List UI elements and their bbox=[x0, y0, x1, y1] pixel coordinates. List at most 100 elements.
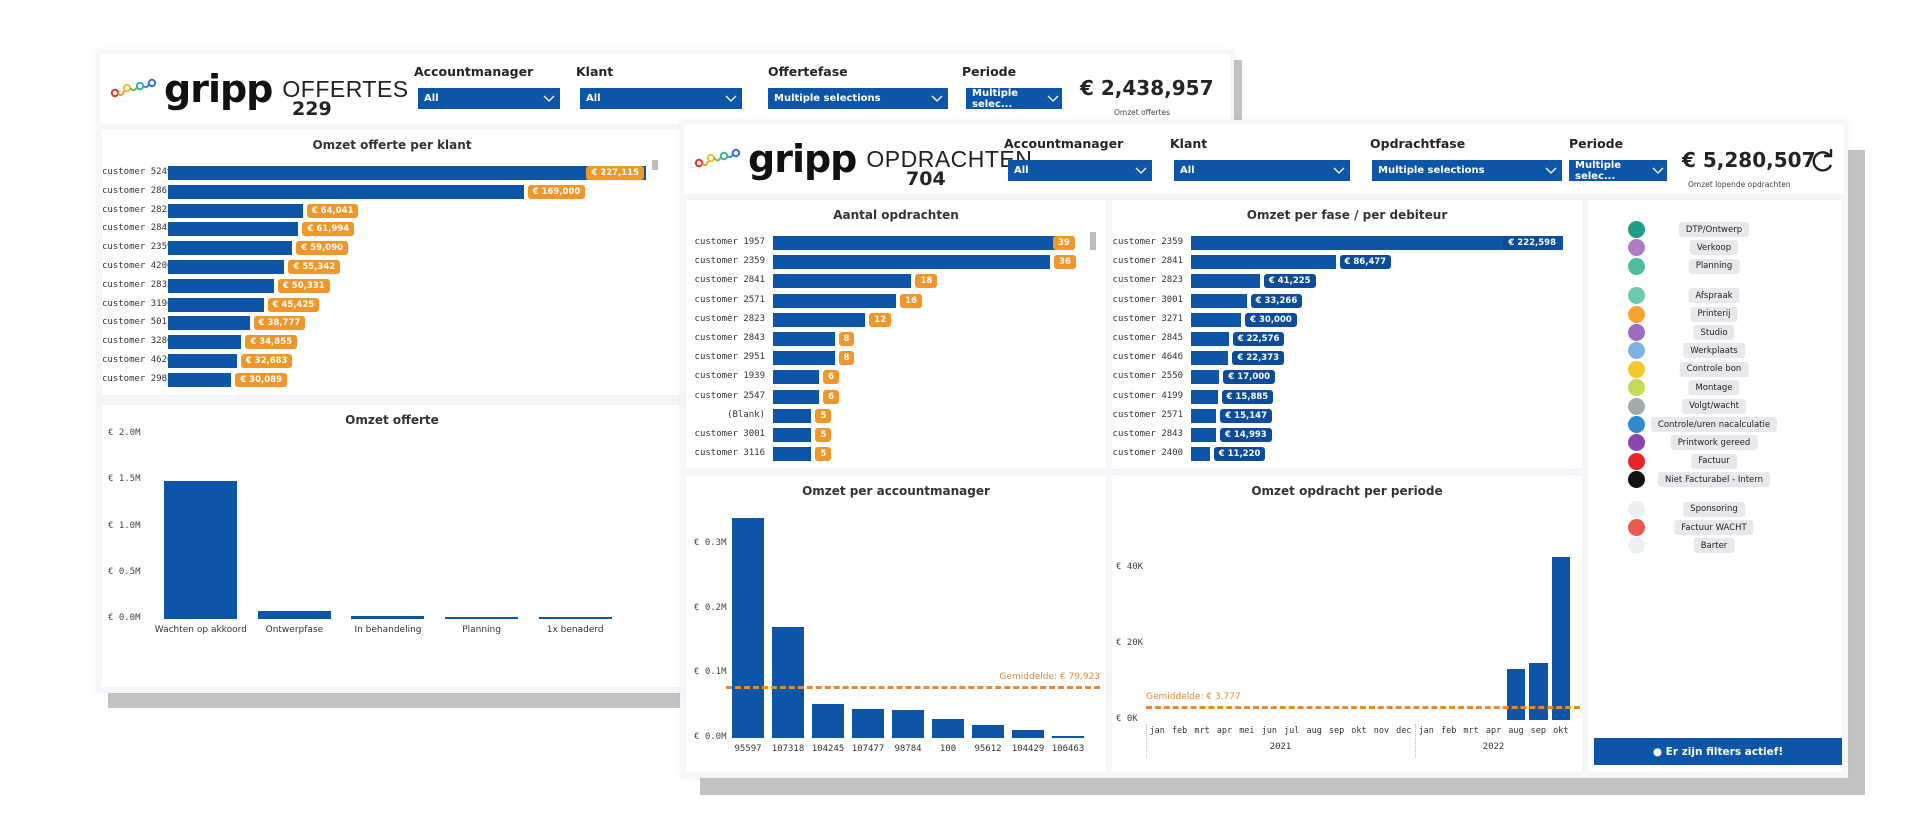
bar[interactable] bbox=[732, 518, 764, 738]
x-tick-label: okt bbox=[1553, 726, 1569, 736]
legend-item[interactable]: DTP/Ontwerp bbox=[1678, 222, 1750, 237]
bar[interactable] bbox=[168, 203, 303, 218]
bar[interactable] bbox=[1052, 736, 1084, 738]
bar[interactable] bbox=[168, 184, 524, 199]
legend-item[interactable]: Barter bbox=[1693, 538, 1735, 554]
bar[interactable] bbox=[168, 166, 646, 180]
bar[interactable] bbox=[168, 335, 242, 350]
periode-dropdown[interactable]: Multiple selec... bbox=[1569, 160, 1667, 182]
data-label: € 45,425 bbox=[267, 297, 320, 312]
legend-color-dot bbox=[1628, 360, 1645, 378]
bar[interactable] bbox=[812, 704, 844, 738]
bar[interactable] bbox=[168, 278, 274, 293]
bar[interactable] bbox=[1191, 447, 1210, 462]
dashboard-title: OFFERTES bbox=[282, 75, 409, 102]
bar[interactable] bbox=[773, 236, 1073, 250]
bar[interactable] bbox=[168, 372, 232, 387]
bar[interactable] bbox=[1191, 236, 1563, 250]
bar[interactable] bbox=[1551, 556, 1570, 720]
legend-item[interactable]: Werkplaats bbox=[1683, 343, 1745, 359]
bar[interactable] bbox=[1191, 408, 1217, 423]
bar[interactable] bbox=[1191, 293, 1247, 308]
bar[interactable] bbox=[1012, 729, 1044, 738]
offertefase-dropdown[interactable]: Multiple selections bbox=[768, 88, 948, 109]
bar[interactable] bbox=[1506, 668, 1526, 720]
x-tick-label: mrt bbox=[1463, 726, 1479, 736]
bar[interactable] bbox=[773, 408, 812, 423]
legend-item[interactable]: Controle bon bbox=[1679, 361, 1749, 377]
x-tick-label: Planning bbox=[462, 625, 501, 635]
opdrachtfase-dropdown[interactable]: Multiple selections bbox=[1372, 160, 1562, 181]
bar[interactable] bbox=[168, 316, 250, 331]
legend-item[interactable]: Factuur WACHT bbox=[1674, 520, 1754, 535]
omzet-per-accountmanager-chart: € 0.0M € 0.1M € 0.2M € 0.3M 95597 107318 10424… bbox=[686, 476, 1106, 772]
bar[interactable] bbox=[773, 370, 820, 385]
bar[interactable] bbox=[538, 617, 612, 619]
accountmanager-dropdown[interactable]: All bbox=[418, 88, 560, 109]
legend-item[interactable]: Afspraak bbox=[1688, 288, 1740, 304]
aantal-opdrachten-panel: Aantal opdrachten customer 1957 39 custome… bbox=[686, 200, 1106, 468]
bar[interactable] bbox=[972, 725, 1004, 738]
klant-dropdown[interactable]: All bbox=[1174, 160, 1350, 181]
klant-dropdown[interactable]: All bbox=[580, 88, 742, 109]
category-label: customer 2400 bbox=[1112, 448, 1183, 459]
bar[interactable] bbox=[445, 617, 519, 619]
bar[interactable] bbox=[1529, 663, 1548, 720]
accountmanager-dropdown[interactable]: All bbox=[1008, 160, 1152, 181]
bar[interactable] bbox=[1191, 370, 1220, 385]
bar[interactable] bbox=[1191, 351, 1229, 366]
bar[interactable] bbox=[852, 708, 884, 738]
panel-title: Omzet offerte bbox=[345, 413, 439, 427]
legend-item[interactable]: Printerij bbox=[1690, 306, 1738, 322]
bar[interactable] bbox=[1191, 274, 1260, 289]
refresh-icon[interactable] bbox=[1810, 148, 1836, 174]
periode-dropdown[interactable]: Multiple selec... bbox=[966, 88, 1062, 110]
x-tick-label: 1x benaderd bbox=[546, 625, 604, 635]
bar[interactable] bbox=[257, 610, 331, 619]
category-label: customer 2833 bbox=[102, 279, 173, 290]
bar[interactable] bbox=[1191, 255, 1336, 270]
legend-item[interactable]: Volgt/wacht bbox=[1682, 398, 1746, 414]
bar[interactable] bbox=[772, 626, 804, 738]
x-tick-label: 107318 bbox=[771, 744, 805, 754]
legend-item[interactable]: Niet Facturabel - Intern bbox=[1657, 472, 1771, 488]
bar[interactable] bbox=[773, 351, 835, 366]
bar[interactable] bbox=[1191, 332, 1229, 346]
bar[interactable] bbox=[168, 260, 285, 274]
bar[interactable] bbox=[168, 241, 293, 256]
bar[interactable] bbox=[773, 332, 835, 346]
legend-item[interactable]: Montage bbox=[1688, 380, 1740, 396]
data-label: € 30,089 bbox=[235, 372, 287, 387]
bar[interactable] bbox=[773, 389, 820, 404]
bar[interactable] bbox=[1191, 428, 1217, 442]
legend-item[interactable]: Studio bbox=[1693, 325, 1735, 340]
bar[interactable] bbox=[1191, 312, 1242, 327]
x-tick-label: feb bbox=[1440, 726, 1457, 736]
bar[interactable] bbox=[773, 293, 897, 308]
bar[interactable] bbox=[773, 428, 812, 442]
legend-item[interactable]: Sponsoring bbox=[1683, 501, 1745, 517]
scrollbar-thumb[interactable] bbox=[1090, 232, 1096, 250]
legend-item[interactable]: Factuur bbox=[1691, 453, 1737, 469]
bar[interactable] bbox=[932, 718, 964, 738]
legend-item[interactable]: Printwork gereed bbox=[1670, 435, 1758, 451]
bar[interactable] bbox=[773, 447, 812, 462]
bar[interactable] bbox=[351, 616, 425, 619]
bar[interactable] bbox=[773, 274, 912, 289]
legend-item[interactable]: Controle/uren nacalculatie bbox=[1650, 417, 1778, 432]
bar[interactable] bbox=[773, 312, 866, 327]
filters-active-button[interactable]: ● Er zijn filters actief! bbox=[1594, 738, 1842, 765]
bar[interactable] bbox=[168, 222, 299, 237]
data-label: € 33,266 bbox=[1250, 293, 1303, 308]
bar[interactable] bbox=[892, 710, 924, 738]
bar[interactable] bbox=[1191, 389, 1218, 404]
category-label: customer 2985 bbox=[102, 373, 173, 384]
scrollbar-thumb[interactable] bbox=[652, 160, 658, 170]
bar[interactable] bbox=[168, 297, 264, 312]
bar[interactable] bbox=[168, 354, 237, 368]
bar[interactable] bbox=[164, 481, 238, 619]
bar[interactable] bbox=[773, 255, 1050, 270]
legend-item[interactable]: Planning bbox=[1688, 258, 1740, 274]
category-label: customer 2823 bbox=[102, 204, 173, 215]
legend-item[interactable]: Verkoop bbox=[1689, 240, 1739, 256]
